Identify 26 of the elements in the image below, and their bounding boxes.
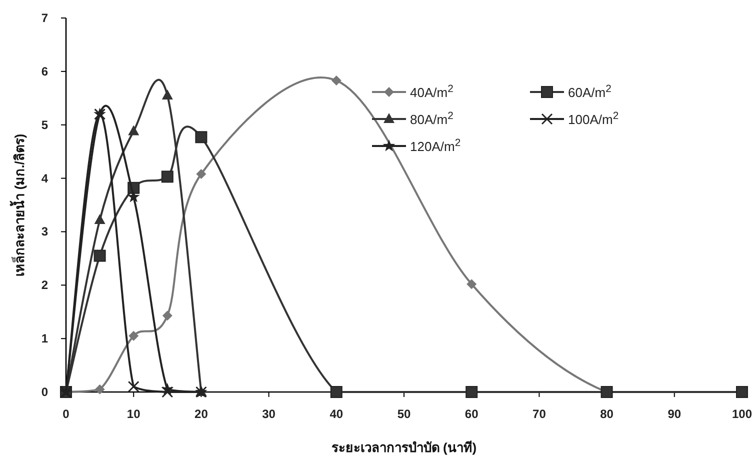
y-axis-title: เหล็กละลายน้ำ (มก./ลิตร) <box>9 134 27 276</box>
y-tick-label: 5 <box>41 118 48 132</box>
x-tick-label: 50 <box>397 407 411 421</box>
legend-label: 100A/m$^{2}$ <box>568 110 619 127</box>
x-tick-label: 90 <box>668 407 682 421</box>
x-tick-label: 10 <box>126 407 141 421</box>
legend-label: 40A/m$^{2}$ <box>410 84 454 100</box>
legend-label: 80A/m$^{2}$ <box>410 110 454 127</box>
x-tick-label: 100 <box>732 407 752 421</box>
y-tick-label: 2 <box>41 278 48 292</box>
x-tick-label: 20 <box>194 407 208 421</box>
y-tick-label: 6 <box>41 64 48 78</box>
x-tick-label: 40 <box>330 407 344 421</box>
y-tick-label: 7 <box>41 11 48 25</box>
x-tick-label: 0 <box>62 407 70 421</box>
y-tick-label: 3 <box>41 224 48 239</box>
x-tick-label: 60 <box>464 407 479 421</box>
y-tick-label: 0 <box>41 385 48 399</box>
legend-label: 60A/m$^{2}$ <box>568 84 612 100</box>
x-axis-title: ระยะเวลาการบำบัด (นาที) <box>331 440 477 455</box>
x-tick-label: 80 <box>600 407 614 421</box>
x-tick-label: 70 <box>532 407 546 421</box>
x-tick-label: 30 <box>262 407 276 421</box>
legend-label: 120A/m$^{2}$ <box>410 138 461 154</box>
y-tick-label: 1 <box>41 332 48 346</box>
y-tick-label: 4 <box>41 171 48 186</box>
